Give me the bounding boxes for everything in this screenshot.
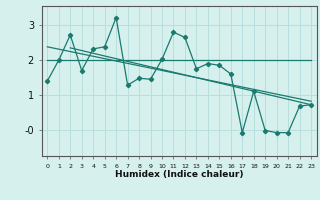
- X-axis label: Humidex (Indice chaleur): Humidex (Indice chaleur): [115, 170, 244, 179]
